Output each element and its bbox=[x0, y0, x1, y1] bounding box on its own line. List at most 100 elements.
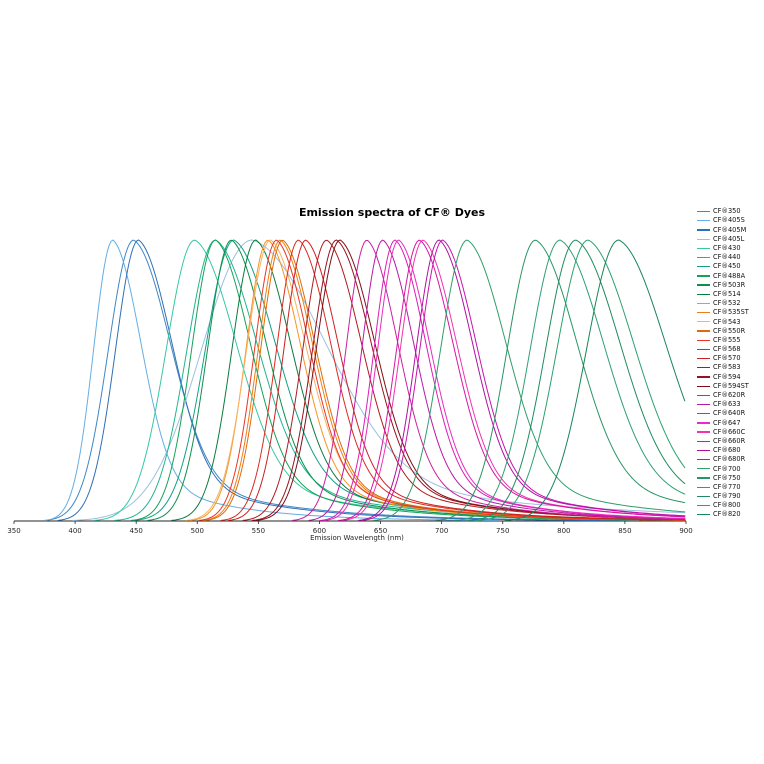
x-tick-label: 700 bbox=[435, 527, 448, 535]
legend-color-line bbox=[697, 247, 710, 249]
legend-item: CF®568 bbox=[697, 345, 749, 354]
legend-item: CF®770 bbox=[697, 483, 749, 492]
series-curve-CF583 bbox=[242, 239, 686, 521]
legend-color-line bbox=[697, 302, 710, 305]
legend-label: CF®543 bbox=[713, 317, 741, 326]
series-curve-CF430 bbox=[94, 239, 686, 521]
legend-item: CF®680R bbox=[697, 455, 749, 464]
legend-color-line bbox=[697, 514, 710, 516]
legend-color-line bbox=[697, 321, 710, 323]
legend-label: CF®800 bbox=[713, 501, 741, 510]
legend-label: CF®350 bbox=[713, 207, 741, 216]
legend-color-line bbox=[697, 504, 710, 507]
legend-color-line bbox=[697, 339, 710, 341]
x-tick-label: 400 bbox=[68, 527, 81, 535]
legend-color-line bbox=[697, 312, 710, 314]
legend-color-line bbox=[697, 376, 710, 378]
series-curve-CF514 bbox=[171, 239, 686, 521]
legend-label: CF®620R bbox=[713, 391, 746, 400]
legend-color-line bbox=[697, 238, 710, 240]
legend-item: CF®488A bbox=[697, 271, 749, 280]
legend-label: CF®405S bbox=[713, 216, 745, 225]
legend-color-line bbox=[697, 495, 710, 498]
legend-label: CF®750 bbox=[713, 473, 741, 482]
x-tick-label: 750 bbox=[496, 527, 509, 535]
legend-label: CF®770 bbox=[713, 482, 741, 491]
legend-color-line bbox=[697, 477, 710, 479]
series-curve-CF550R bbox=[204, 239, 686, 521]
legend-item: CF®680 bbox=[697, 446, 749, 455]
legend-label: CF®594ST bbox=[713, 381, 749, 390]
legend-label: CF®405L bbox=[713, 234, 745, 243]
legend-item: CF®514 bbox=[697, 290, 749, 299]
series-curve-CF570 bbox=[227, 239, 686, 521]
legend-label: CF®532 bbox=[713, 299, 741, 308]
legend-label: CF®535ST bbox=[713, 308, 749, 317]
legend-item: CF®405M bbox=[697, 225, 749, 234]
legend-label: CF®550R bbox=[713, 326, 746, 335]
legend-item: CF®660R bbox=[697, 437, 749, 446]
series-curve-CF647 bbox=[323, 239, 686, 521]
series-curve-CF680R bbox=[361, 239, 686, 521]
legend-item: CF®820 bbox=[697, 510, 749, 519]
series-curve-CF770 bbox=[453, 239, 686, 521]
legend-color-line bbox=[697, 275, 710, 277]
legend-item: CF®800 bbox=[697, 501, 749, 510]
series-curve-CF405L bbox=[72, 239, 686, 521]
legend-color-line bbox=[697, 348, 710, 351]
legend-label: CF®570 bbox=[713, 354, 741, 363]
legend-item: CF®594 bbox=[697, 372, 749, 381]
legend-item: CF®790 bbox=[697, 492, 749, 501]
legend-label: CF®790 bbox=[713, 492, 741, 501]
legend-item: CF®583 bbox=[697, 363, 749, 372]
series-curve-CF405S bbox=[44, 239, 499, 521]
legend-color-line bbox=[697, 422, 710, 424]
x-axis-label: Emission Wavelength (nm) bbox=[310, 534, 404, 542]
legend-color-line bbox=[697, 266, 710, 268]
series-curve-CF750 bbox=[435, 239, 686, 521]
series-curves bbox=[44, 239, 686, 521]
legend-color-line bbox=[697, 413, 710, 415]
legend-item: CF®660C bbox=[697, 428, 749, 437]
legend-item: CF®450 bbox=[697, 262, 749, 271]
legend-label: CF®503R bbox=[713, 280, 746, 289]
legend-color-line bbox=[697, 486, 710, 488]
legend-item: CF®555 bbox=[697, 336, 749, 345]
series-curve-CF660R bbox=[337, 239, 686, 521]
series-curve-CF800 bbox=[477, 239, 686, 521]
legend-label: CF®820 bbox=[713, 510, 741, 519]
x-tick-label: 600 bbox=[313, 527, 326, 535]
legend-item: CF®550R bbox=[697, 326, 749, 335]
legend-item: CF®640R bbox=[697, 409, 749, 418]
series-curve-CF660C bbox=[341, 239, 686, 521]
legend-label: CF®640R bbox=[713, 409, 746, 418]
legend-item: CF®440 bbox=[697, 253, 749, 262]
legend-label: CF®430 bbox=[713, 244, 741, 253]
legend-item: CF®633 bbox=[697, 400, 749, 409]
x-tick-label: 850 bbox=[618, 527, 631, 535]
series-curve-CF790 bbox=[468, 239, 686, 521]
legend-color-line bbox=[697, 284, 710, 286]
legend-item: CF®405L bbox=[697, 235, 749, 244]
x-axis: 350 400 450 500 550 600 650 700 750 800 850 900 bbox=[7, 520, 693, 535]
legend-item: CF®647 bbox=[697, 418, 749, 427]
legend-label: CF®440 bbox=[713, 253, 741, 262]
legend-color-line bbox=[697, 468, 710, 470]
legend-color-line bbox=[697, 449, 710, 452]
legend-item: CF®430 bbox=[697, 244, 749, 253]
legend-color-line bbox=[697, 403, 710, 406]
legend-label: CF®488A bbox=[713, 271, 746, 280]
legend-item: CF®700 bbox=[697, 464, 749, 473]
legend-label: CF®680R bbox=[713, 455, 746, 464]
legend-label: CF®660C bbox=[713, 427, 746, 436]
legend-label: CF®583 bbox=[713, 363, 741, 372]
legend-item: CF®350 bbox=[697, 207, 749, 216]
legend-color-line bbox=[697, 293, 710, 295]
x-tick-label: 900 bbox=[679, 527, 692, 535]
legend-item: CF®750 bbox=[697, 473, 749, 482]
legend-label: CF®450 bbox=[713, 262, 741, 271]
legend-label: CF®633 bbox=[713, 400, 741, 409]
legend-item: CF®535ST bbox=[697, 308, 749, 317]
